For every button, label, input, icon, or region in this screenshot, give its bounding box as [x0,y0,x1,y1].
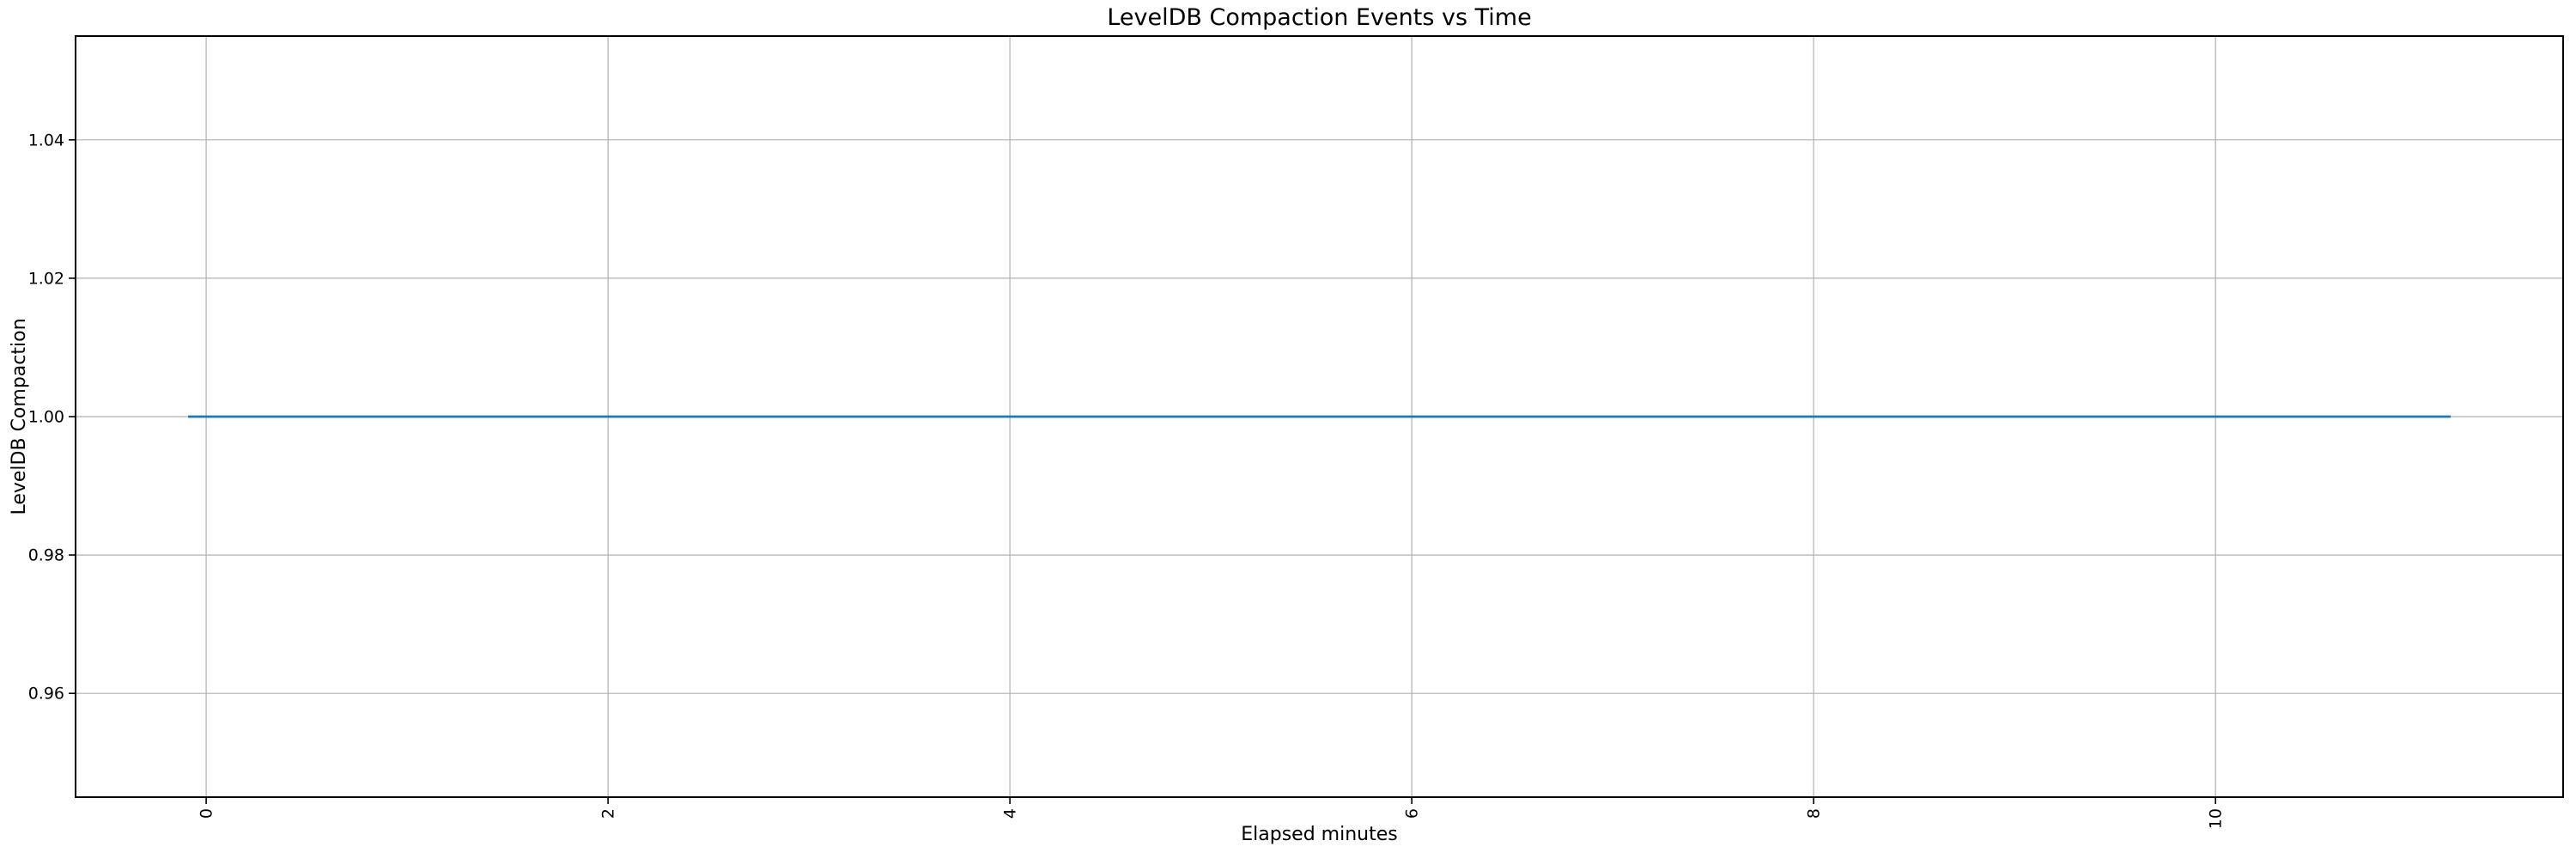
x-tick-label: 8 [1805,808,1824,819]
x-axis-title: Elapsed minutes [1241,824,1398,845]
chart-title: LevelDB Compaction Events vs Time [1107,4,1532,31]
x-tick-label: 10 [2207,808,2226,829]
x-tick-label: 6 [1403,808,1422,819]
x-tick-label: 2 [599,808,618,819]
y-axis-title: LevelDB Compaction [9,318,30,515]
x-tick-label: 0 [197,808,216,819]
y-tick-label: 1.00 [28,408,64,427]
y-tick-label: 1.02 [28,269,64,288]
y-tick-label: 1.04 [28,131,64,149]
y-tick-label: 0.96 [28,685,64,704]
x-tick-label: 4 [1001,808,1020,819]
y-tick-label: 0.98 [28,546,64,565]
